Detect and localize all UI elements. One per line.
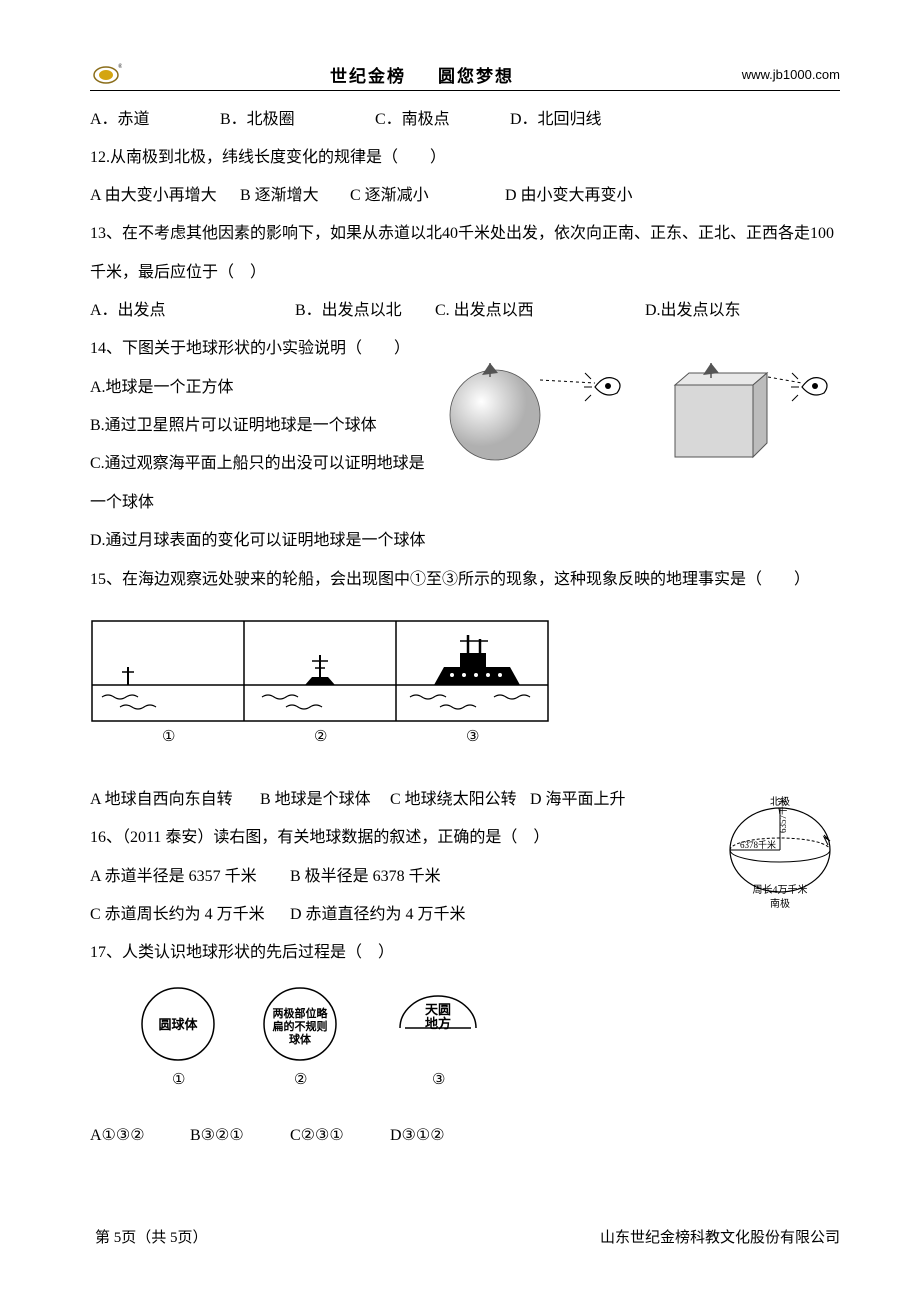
q13-options: A．出发点 B．出发点以北 C. 出发点以西 D.出发点以东 [90,292,840,330]
q13-line2: 千米，最后应位于（ ） [90,254,840,292]
q17-optC: C②③① [290,1117,344,1155]
q11-optA: A．赤道 [90,101,150,139]
q16-optA: A 赤道半径是 6357 千米 [90,858,257,896]
q17-shapes-diagram: 圆球体 两极部位略 扁的不规则 球体 天圆 地方 ① ② ③ [130,984,550,1094]
q15-label-1: ① [162,729,175,744]
q14-sphere-cube-diagram [440,355,840,465]
q12-optD: D 由小变大再变小 [505,177,633,215]
q16-optD: D 赤道直径约为 4 万千米 [290,896,466,934]
header-divider [90,90,840,91]
q15-label-3: ③ [466,729,479,744]
q17-c1: 圆球体 [158,1017,198,1032]
q12-options: A 由大变小再增大 B 逐渐增大 C 逐渐减小 D 由小变大再变小 [90,177,840,215]
q15-label-2: ② [314,729,327,744]
q17-c2a: 两极部位略 [273,1006,329,1020]
q15-text: 15、在海边观察远处驶来的轮船，会出现图中①至③所示的现象，这种现象反映的地理事… [90,561,840,599]
q17-c2c: 球体 [289,1032,312,1046]
q17-text: 17、人类认识地球形状的先后过程是（ ） [90,934,840,972]
q13-line1: 13、在不考虑其他因素的影响下，如果从赤道以北40千米处出发，依次向正南、正东、… [90,215,840,253]
page-header: ® 世纪金榜 圆您梦想 www.jb1000.com [90,60,840,88]
footer-company: 山东世纪金榜科教文化股份有限公司 [600,1226,840,1247]
q12-optC: C 逐渐减小 [350,177,429,215]
header-url: www.jb1000.com [742,67,840,82]
q11-optD: D．北回归线 [510,101,602,139]
q16-optB: B 极半径是 6378 千米 [290,858,441,896]
q13-optA: A．出发点 [90,292,166,330]
q12-text: 12.从南极到北极，纬线长度变化的规律是（ ） [90,139,840,177]
q16-r2: 6378千米 [740,839,776,850]
q17-optA: A①③② [90,1117,145,1155]
svg-text:®: ® [118,63,122,70]
q17-c3b: 地方 [425,1016,451,1031]
q16-bot: 南极 [770,897,790,910]
q16-optC: C 赤道周长约为 4 万千米 [90,896,265,934]
q15-ship-diagram: ① ② ③ [90,619,550,744]
q16-earth-diagram: 北极 6357千米 6378千米 周长4万千米 南极 [710,795,850,910]
q12-optB: B 逐渐增大 [240,177,319,215]
q17-c3a: 天圆 [425,1002,451,1017]
q15-optC: C 地球绕太阳公转 [390,781,517,819]
q13-optD: D.出发点以东 [645,292,741,330]
q17-label-3: ③ [432,1072,445,1088]
q16-circ: 周长4万千米 [753,883,808,896]
q11-options: A．赤道 B．北极圈 C．南极点 D．北回归线 [90,101,840,139]
q15-optA: A 地球自西向东自转 [90,781,233,819]
header-title: 世纪金榜 [330,62,406,87]
q15-optB: B 地球是个球体 [260,781,371,819]
footer-page-number: 第 5页（共 5页） [95,1226,208,1247]
logo-icon: ® [90,63,122,85]
q17-optD: D③①② [390,1117,445,1155]
q15-optD: D 海平面上升 [530,781,626,819]
q11-optC: C．南极点 [375,101,450,139]
document-content: A．赤道 B．北极圈 C．南极点 D．北回归线 12.从南极到北极，纬线长度变化… [90,101,840,1155]
q13-optC: C. 出发点以西 [435,292,534,330]
q17-c2b: 扁的不规则 [273,1019,328,1033]
q17-optB: B③②① [190,1117,244,1155]
q14-optD: D.通过月球表面的变化可以证明地球是一个球体 [90,522,840,560]
header-subtitle: 圆您梦想 [438,62,514,87]
q13-optB: B．出发点以北 [295,292,402,330]
page-footer: 第 5页（共 5页） 山东世纪金榜科教文化股份有限公司 [95,1226,840,1247]
q12-optA: A 由大变小再增大 [90,177,217,215]
q14-optC2: 一个球体 [90,484,840,522]
q11-optB: B．北极圈 [220,101,295,139]
q17-options: A①③② B③②① C②③① D③①② [90,1117,840,1155]
q17-label-2: ② [294,1072,307,1088]
q17-label-1: ① [172,1072,185,1088]
q16-r1: 6357千米 [777,797,788,833]
